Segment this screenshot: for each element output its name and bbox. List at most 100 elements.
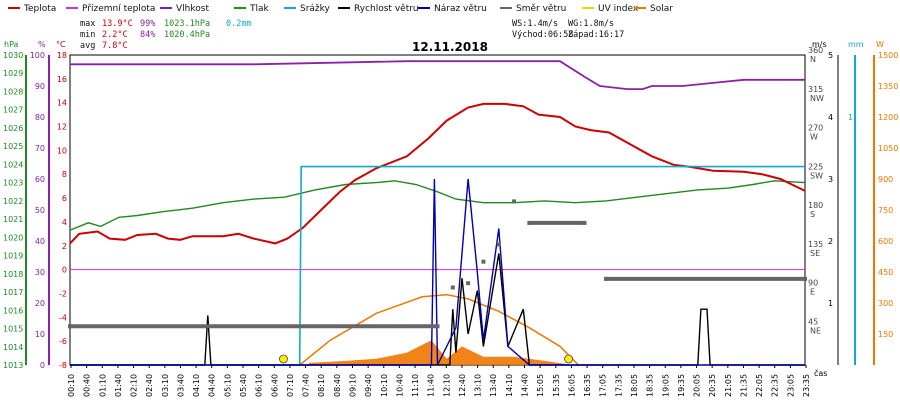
axis-unit-degc: °C <box>56 40 66 49</box>
x-tick-label: 22:05 <box>755 374 764 397</box>
dir-compass-label: NW <box>810 94 824 103</box>
hpa-tick-label: 1022 <box>3 197 23 206</box>
pct-tick-label: 40 <box>35 237 45 246</box>
degc-tick-label: 12 <box>57 123 67 132</box>
x-tick-label: 06:10 <box>255 374 264 397</box>
hpa-tick-label: 1024 <box>3 160 23 169</box>
degc-tick-label: -6 <box>59 337 67 346</box>
degc-tick-label: -2 <box>59 289 67 298</box>
x-tick-label: 12:10 <box>442 374 451 397</box>
x-tick-label: 18:35 <box>646 374 655 397</box>
legend: Teplota Přízemní teplota Vlhkost Tlak Srážky… <box>8 4 673 14</box>
x-tick-label: 03:40 <box>176 374 185 397</box>
hpa-tick-label: 1026 <box>3 124 23 133</box>
dir-compass-label: S <box>810 210 815 219</box>
stats-avg-label: avg <box>80 41 95 51</box>
wind-dir-point <box>466 281 471 286</box>
series-layer <box>68 60 807 366</box>
degc-tick-label: -8 <box>59 361 67 370</box>
w-tick-label: 1200 <box>878 113 898 122</box>
pct-tick-label: 50 <box>35 206 45 215</box>
x-tick-label: 15:35 <box>552 374 561 397</box>
x-tick-label: 11:40 <box>427 374 436 397</box>
sun-marker <box>564 354 573 364</box>
w-tick-label: 450 <box>878 268 893 277</box>
x-axis-label: čas <box>814 368 827 378</box>
x-tick-label: 06:40 <box>270 374 279 397</box>
hpa-tick-label: 1028 <box>3 87 23 96</box>
pct-tick-label: 100 <box>30 51 45 60</box>
x-tick-label: 01:40 <box>114 374 123 397</box>
hpa-tick-label: 1020 <box>3 233 23 242</box>
x-tick-label: 14:10 <box>505 374 514 397</box>
x-tick-label: 02:40 <box>145 374 154 397</box>
ms-tick-label: 3 <box>828 175 833 184</box>
pct-tick-label: 70 <box>35 144 45 153</box>
hpa-tick-label: 1027 <box>3 106 23 115</box>
pct-tick-label: 60 <box>35 175 45 184</box>
temperature-line <box>69 102 806 245</box>
wind-gust-line <box>70 178 805 366</box>
x-tick-label: 04:40 <box>208 374 217 397</box>
x-tick-label: 13:10 <box>474 374 483 397</box>
stats-max-temp: 13.9°C <box>102 19 133 29</box>
x-tick-label: 05:10 <box>223 374 232 397</box>
dir-tick-label: 225 <box>808 162 823 171</box>
dir-compass-label: SE <box>810 249 820 258</box>
x-tick-label: 22:35 <box>771 374 780 397</box>
axis-unit-mm: mm <box>848 40 864 49</box>
x-tick-label: 08:10 <box>317 374 326 397</box>
dir-compass-label: W <box>810 133 818 142</box>
dir-tick-label: 135 <box>808 240 823 249</box>
x-tick-label: 20:35 <box>708 374 717 397</box>
axes: hPa1030102910281027102610251024102310221… <box>3 40 898 370</box>
x-tick-label: 01:10 <box>98 374 107 397</box>
pct-tick-label: 90 <box>35 82 45 91</box>
degc-tick-label: 6 <box>62 194 67 203</box>
stats-min-label: min <box>80 30 95 40</box>
pressure-line <box>69 180 806 231</box>
wind-speed-info: WS:1.4m/s <box>512 19 558 29</box>
x-tick-label: 23:35 <box>802 374 811 397</box>
x-tick-label: 13:40 <box>489 374 498 397</box>
hpa-tick-label: 1013 <box>3 361 23 370</box>
stats-max-press: 1023.1hPa <box>164 19 210 29</box>
x-tick-label: 17:05 <box>599 374 608 397</box>
hpa-tick-label: 1018 <box>3 270 23 279</box>
x-tick-label: 11:10 <box>411 374 420 397</box>
x-tick-label: 17:35 <box>614 374 623 397</box>
x-tick-label: 03:10 <box>161 374 170 397</box>
wind-dir-point <box>496 242 501 247</box>
dir-tick-label: 360 <box>808 46 823 55</box>
pct-tick-label: 20 <box>35 299 45 308</box>
hpa-tick-label: 1015 <box>3 325 23 334</box>
legend-label: Přízemní teplota <box>82 4 155 14</box>
wind-gust-info: WG:1.8m/s <box>568 19 614 29</box>
x-tick-label: 10:10 <box>380 374 389 397</box>
degc-tick-label: 18 <box>57 51 67 60</box>
hpa-tick-label: 1023 <box>3 179 23 188</box>
x-tick-label: 23:05 <box>786 374 795 397</box>
degc-tick-label: 0 <box>62 266 67 275</box>
hpa-tick-label: 1029 <box>3 69 23 78</box>
hpa-tick-label: 1014 <box>3 343 23 352</box>
stats-max-label: max <box>80 19 95 29</box>
ms-tick-label: 4 <box>828 113 833 122</box>
dir-tick-label: 270 <box>808 124 823 133</box>
degc-tick-label: 16 <box>57 75 67 84</box>
w-tick-label: 900 <box>878 175 893 184</box>
x-tick-label: 09:10 <box>348 374 357 397</box>
chart-title: 12.11.2018 <box>412 40 488 54</box>
legend-label: Tlak <box>249 4 270 14</box>
stats-max-rain: 0.2mm <box>226 19 252 29</box>
x-tick-label: 04:10 <box>192 374 201 397</box>
x-tick-label: 16:35 <box>583 374 592 397</box>
stats-min-press: 1020.4hPa <box>164 30 210 40</box>
x-tick-label: 09:40 <box>364 374 373 397</box>
axis-unit-ms: m/s <box>812 40 827 49</box>
stats-min-hum: 84% <box>140 30 155 40</box>
degc-tick-label: -4 <box>59 313 67 322</box>
legend-label: Vlhkost <box>176 4 209 14</box>
stats-min-temp: 2.2°C <box>102 30 128 40</box>
